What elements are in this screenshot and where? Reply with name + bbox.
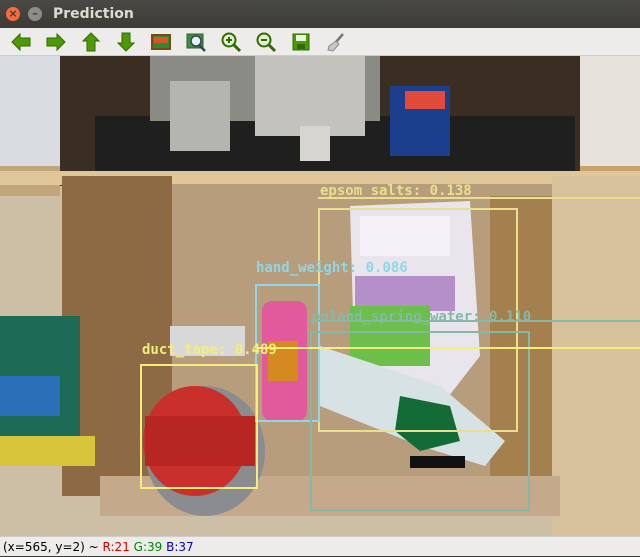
detection-label-water-bottle: poland_spring_water: 0.110 [312,309,532,325]
zoom-in-button[interactable] [216,29,246,55]
arrow-left-icon [11,32,31,51]
brush-icon [327,32,344,52]
save-button[interactable] [286,29,316,55]
detection-box-hand-weight [255,284,320,422]
image-view[interactable]: epsom_salts: 0.138 hand_weight: 0.086 po… [0,56,640,536]
cursor-coordinates: (x=565, y=2) ~ [3,540,99,554]
pan-down-button[interactable] [111,29,141,55]
window-title: Prediction [53,6,134,22]
title-bar: × – Prediction [0,0,640,28]
close-button[interactable]: × [6,7,20,21]
detection-line-water-bottle [310,320,640,322]
zoom-out-icon [256,32,277,52]
arrow-up-icon [81,31,101,51]
detection-label-duct-tape: duct_tape: 0.489 [142,342,277,358]
arrow-down-icon [116,32,136,52]
detection-line-duct-tape [258,347,640,349]
fit-image-button[interactable] [146,29,176,55]
image-icon [151,33,171,50]
toolbar [0,28,640,56]
camera-image [0,56,640,536]
zoom-region-button[interactable] [181,29,211,55]
arrow-right-icon [46,32,66,51]
minimize-button[interactable]: – [28,7,42,21]
status-bar: (x=565, y=2) ~ R:21 G:39 B:37 [0,536,640,556]
pan-left-button[interactable] [6,29,36,55]
zoom-region-icon [186,33,206,52]
zoom-out-button[interactable] [251,29,281,55]
zoom-in-icon [221,32,242,52]
pixel-blue-value: B:37 [166,540,194,554]
properties-button[interactable] [321,29,351,55]
pixel-red-value: R:21 [102,540,130,554]
save-icon [292,33,310,50]
pixel-green-value: G:39 [133,540,163,554]
minimize-icon: – [32,7,38,20]
detection-label-epsom-salts: epsom_salts: 0.138 [320,183,472,199]
close-icon: × [8,7,18,20]
detection-box-water-bottle [310,331,530,511]
detection-label-hand-weight: hand_weight: 0.086 [256,260,408,276]
pan-right-button[interactable] [41,29,71,55]
pan-up-button[interactable] [76,29,106,55]
detection-line-epsom-salts [318,197,640,199]
detection-box-duct-tape [140,364,258,489]
